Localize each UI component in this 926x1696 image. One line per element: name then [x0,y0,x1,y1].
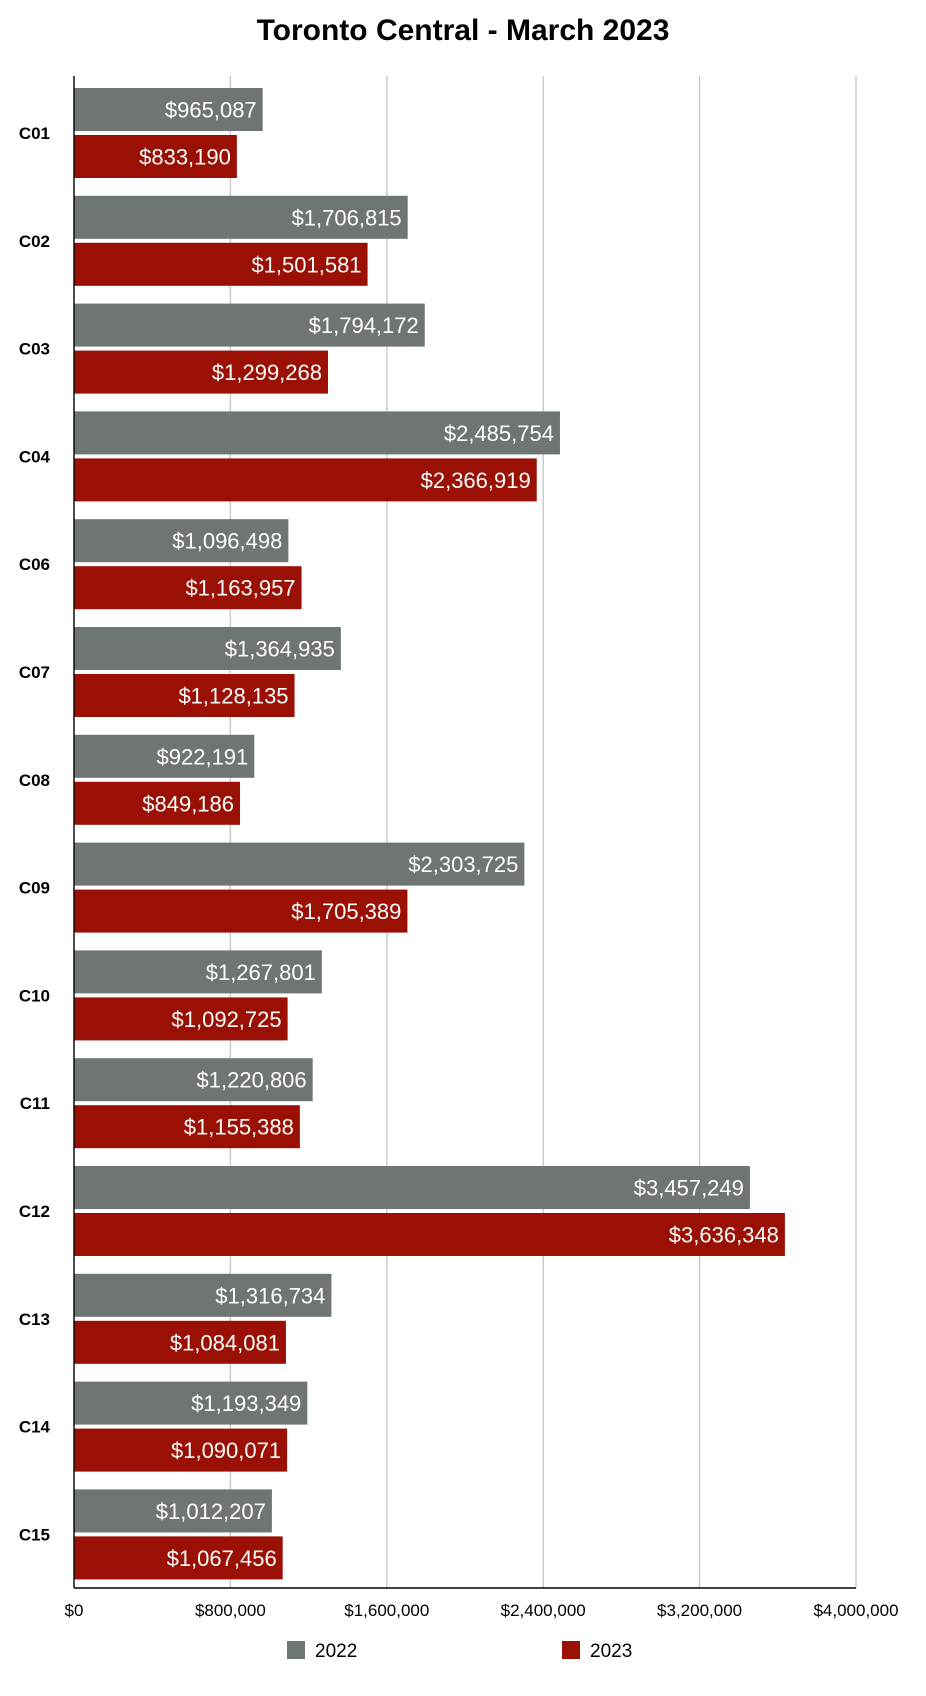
chart-title: Toronto Central - March 2023 [256,14,670,47]
bar-2023 [74,674,295,717]
category-label: C15 [19,1525,50,1544]
bar-2023 [74,1105,300,1149]
bar-2023 [74,350,329,394]
category-label: C14 [19,1418,51,1437]
bar-2023 [74,1213,785,1256]
bar-2022 [74,519,289,563]
legend-label: 2023 [590,1641,632,1662]
bar-value-label: $1,794,172 [309,313,419,338]
category-label: C01 [19,124,50,143]
bar-value-label: $1,090,071 [171,1438,281,1463]
bar-2022 [74,303,425,347]
bar-value-label: $1,155,388 [184,1115,294,1140]
category-label: C04 [19,447,51,466]
x-tick-label: $2,400,000 [501,1601,586,1620]
bar-2023 [74,242,368,286]
bar-value-label: $1,128,135 [178,684,288,709]
category-label: C09 [19,879,50,898]
bar-2022 [74,734,255,778]
legend-label: 2022 [315,1641,357,1662]
x-tick-label: $800,000 [195,1601,266,1620]
bar-value-label: $1,299,268 [212,360,322,385]
bar-2023 [74,1428,288,1472]
bar-value-label: $1,193,349 [191,1391,301,1416]
bar-value-label: $833,190 [139,145,231,170]
bar-2022 [74,1058,313,1102]
category-label: C11 [20,1094,50,1113]
bar-value-label: $1,163,957 [185,576,295,601]
bar-value-label: $3,457,249 [634,1176,744,1201]
bar-value-label: $922,191 [157,744,249,769]
bar-2023 [74,458,537,502]
bar-value-label: $2,303,725 [408,852,518,877]
bar-2023 [74,997,288,1041]
category-label: C13 [19,1310,50,1329]
bar-2022 [74,627,341,670]
bar-2022 [74,1489,272,1533]
bar-value-label: $1,092,725 [172,1007,282,1032]
bar-value-label: $965,087 [165,98,257,123]
x-tick-label: $1,600,000 [344,1601,429,1620]
legend-swatch-2023 [562,1641,580,1659]
bar-2023 [74,1320,286,1364]
bar-value-label: $1,364,935 [225,637,335,662]
bar-value-label: $1,705,389 [291,899,401,924]
category-label: C06 [19,555,50,574]
bar-value-label: $1,084,081 [170,1330,280,1355]
bar-2023 [74,566,302,610]
bar-2022 [74,1381,308,1425]
bar-value-label: $1,267,801 [206,960,316,985]
bar-2023 [74,889,408,933]
bar-2022 [74,1273,332,1317]
bar-value-label: $1,316,734 [215,1283,325,1308]
bar-value-label: $849,186 [142,791,234,816]
bar-value-label: $1,067,456 [167,1546,277,1571]
category-label: C07 [19,663,50,682]
category-label: C03 [19,340,50,359]
bar-2022 [74,411,560,455]
bar-value-label: $1,706,815 [292,205,402,230]
bar-2022 [74,950,322,994]
category-label: C10 [19,986,50,1005]
bar-value-label: $3,636,348 [669,1223,779,1248]
bar-value-label: $2,485,754 [444,421,554,446]
x-tick-label: $4,000,000 [813,1601,898,1620]
bar-value-label: $1,501,581 [251,252,361,277]
bar-2022 [74,842,525,886]
bar-2022 [74,88,263,131]
legend-swatch-2022 [287,1641,305,1659]
bar-2022 [74,195,408,239]
bar-value-label: $1,096,498 [172,529,282,554]
category-label: C12 [19,1202,50,1221]
x-tick-label: $3,200,000 [657,1601,742,1620]
bar-2023 [74,1536,283,1580]
bar-2022 [74,1166,750,1209]
bar-value-label: $1,012,207 [156,1499,266,1524]
bar-value-label: $2,366,919 [421,468,531,493]
category-label: C08 [19,771,50,790]
bar-2023 [74,135,237,178]
bar-2023 [74,781,241,825]
x-tick-label: $0 [65,1601,84,1620]
category-label: C02 [19,232,50,251]
bar-value-label: $1,220,806 [197,1068,307,1093]
